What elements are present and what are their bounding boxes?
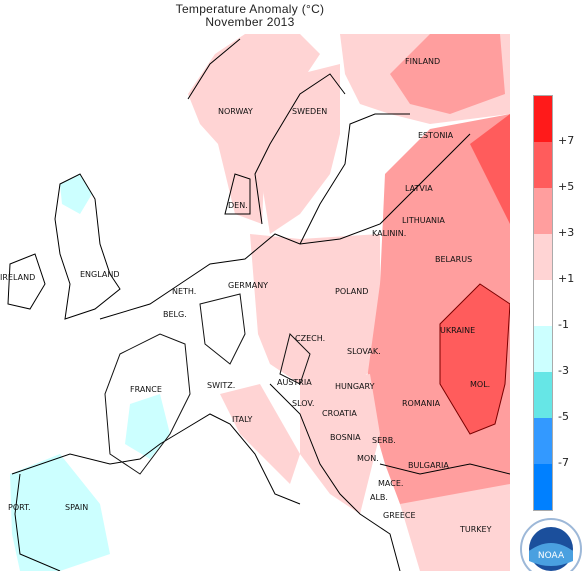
svg-text:NOAA: NOAA	[538, 551, 565, 561]
legend-tick: -3	[558, 364, 569, 377]
label-spain: SPAIN	[65, 503, 88, 512]
label-greece: GREECE	[383, 511, 416, 520]
label-neth: NETH.	[172, 287, 196, 296]
shade-france-cool	[125, 394, 170, 459]
legend-tick: +7	[558, 134, 575, 147]
shade-italy	[220, 384, 300, 484]
label-bulgaria: BULGARIA	[408, 461, 449, 470]
legend-swatch	[534, 464, 552, 510]
label-hungary: HUNGARY	[335, 382, 375, 391]
label-belg: BELG.	[163, 310, 187, 319]
legend-swatch	[534, 326, 552, 372]
label-belarus: BELARUS	[435, 255, 472, 264]
legend-tick: -1	[558, 318, 569, 331]
label-croatia: CROATIA	[322, 409, 357, 418]
shade-iberia	[10, 454, 110, 571]
label-england: ENGLAND	[80, 270, 120, 279]
label-ireland: IRELAND	[0, 273, 35, 282]
legend-swatch	[534, 96, 552, 142]
label-mon: MON.	[357, 454, 379, 463]
label-alb: ALB.	[370, 493, 388, 502]
label-bosnia: BOSNIA	[330, 433, 361, 442]
label-sweden: SWEDEN	[292, 107, 327, 116]
country-labels: FINLAND NORWAY SWEDEN ESTONIA LATVIA DEN…	[0, 57, 492, 534]
shade-east	[365, 114, 510, 571]
legend-swatch	[534, 280, 552, 326]
label-norway: NORWAY	[218, 107, 253, 116]
legend-swatch	[534, 234, 552, 280]
label-france: FRANCE	[130, 385, 162, 394]
label-switz: SWITZ.	[207, 381, 235, 390]
label-slov: SLOV.	[292, 399, 314, 408]
shade-sweden	[262, 64, 340, 234]
shade-scotland	[60, 174, 92, 214]
legend-tick: -7	[558, 456, 569, 469]
shade-finland-warm	[390, 34, 505, 114]
label-kalinin: KALININ.	[372, 229, 406, 238]
label-mol: MOL.	[470, 380, 490, 389]
legend-tick: -5	[558, 410, 569, 423]
label-slovak: SLOVAK.	[347, 347, 381, 356]
label-turkey: TURKEY	[459, 525, 492, 534]
noaa-logo: NOAA	[517, 515, 585, 576]
label-germany: GERMANY	[228, 281, 268, 290]
label-latvia: LATVIA	[405, 184, 433, 193]
anomaly-map: FINLAND NORWAY SWEDEN ESTONIA LATVIA DEN…	[0, 34, 510, 571]
shade-baltic-warm	[470, 114, 510, 224]
color-legend	[533, 95, 553, 511]
label-estonia: ESTONIA	[418, 131, 454, 140]
shade-balkans	[300, 374, 380, 514]
label-serb: SERB.	[372, 436, 396, 445]
legend-swatch	[534, 142, 552, 188]
legend-swatch	[534, 372, 552, 418]
shade-central	[250, 234, 380, 394]
label-italy: ITALY	[232, 415, 252, 424]
label-romania: ROMANIA	[402, 399, 441, 408]
legend-tick: +5	[558, 180, 575, 193]
label-port: PORT.	[8, 503, 31, 512]
label-den: DEN.	[228, 201, 248, 210]
legend-swatch	[534, 418, 552, 464]
label-mace: MACE.	[378, 479, 403, 488]
map-subtitle: November 2013	[205, 15, 295, 29]
legend-swatch	[534, 188, 552, 234]
label-austria: AUSTRIA	[277, 378, 312, 387]
map-title: Temperature Anomaly (°C)	[175, 2, 325, 16]
label-lithuania: LITHUANIA	[402, 216, 445, 225]
legend-tick: +3	[558, 226, 575, 239]
shade-ukraine-warm	[440, 284, 510, 434]
label-poland: POLAND	[335, 287, 368, 296]
label-ukraine: UKRAINE	[440, 326, 475, 335]
label-finland: FINLAND	[405, 57, 440, 66]
label-czech: CZECH.	[295, 334, 325, 343]
legend-tick: +1	[558, 272, 575, 285]
shade-turkey	[400, 484, 510, 571]
